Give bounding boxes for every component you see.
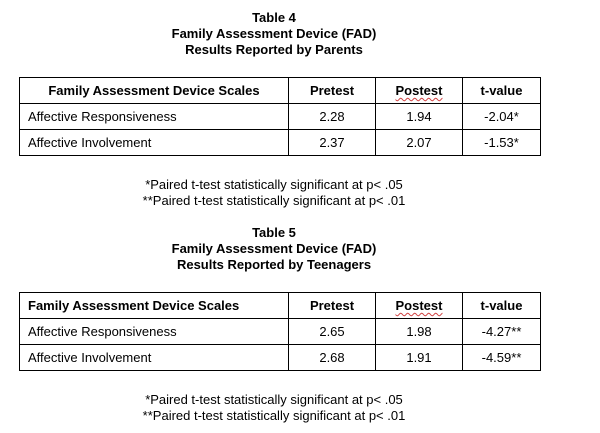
table-row: Affective Responsiveness 2.28 1.94 -2.04… (19, 103, 541, 130)
table5-title: Table 5 (252, 225, 296, 240)
table4-heading: Table 4 Family Assessment Device (FAD) R… (0, 10, 548, 58)
table4-row1-scale: Affective Responsiveness (19, 103, 289, 130)
table5-header-tvalue: t-value (462, 292, 541, 319)
table4-header-tvalue: t-value (462, 77, 541, 104)
table4-header-scales: Family Assessment Device Scales (19, 77, 289, 104)
table5-note-p05: *Paired t-test statistically significant… (145, 392, 403, 407)
table4-row2-postest: 2.07 (375, 129, 463, 156)
table5-heading: Table 5 Family Assessment Device (FAD) R… (0, 225, 548, 273)
table5-row1-postest: 1.98 (375, 318, 463, 345)
table5-row1-tvalue: -4.27** (462, 318, 541, 345)
table5: Family Assessment Device Scales Pretest … (19, 292, 541, 371)
table5-row2-pretest: 2.68 (288, 344, 376, 371)
table-row: Affective Responsiveness 2.65 1.98 -4.27… (19, 318, 541, 345)
table5-row1-pretest: 2.65 (288, 318, 376, 345)
table5-row1-scale: Affective Responsiveness (19, 318, 289, 345)
table5-header-postest-label: Postest (395, 298, 443, 313)
table5-footnotes: *Paired t-test statistically significant… (0, 392, 548, 424)
table5-row2-scale: Affective Involvement (19, 344, 289, 371)
table4-row2-tvalue: -1.53* (462, 129, 541, 156)
table5-subtitle-respondents: Results Reported by Teenagers (176, 257, 372, 272)
table4-subtitle-respondents: Results Reported by Parents (185, 42, 363, 57)
table4-row1-tvalue: -2.04* (462, 103, 541, 130)
table4-title: Table 4 (252, 10, 296, 25)
table4-row1-postest: 1.94 (375, 103, 463, 130)
table4-row2-scale: Affective Involvement (19, 129, 289, 156)
table4-footnotes: *Paired t-test statistically significant… (0, 177, 548, 209)
table4-header-postest-label: Postest (395, 83, 443, 98)
table4-row1-pretest: 2.28 (288, 103, 376, 130)
table5-subtitle-instrument: Family Assessment Device (FAD) (171, 241, 377, 256)
table5-note-p01: **Paired t-test statistically significan… (142, 408, 406, 423)
table4-header-postest: Postest (375, 77, 463, 104)
table5-row2-tvalue: -4.59** (462, 344, 541, 371)
table4-note-p05: *Paired t-test statistically significant… (145, 177, 403, 192)
table5-header-row: Family Assessment Device Scales Pretest … (19, 292, 541, 319)
table4-header-pretest: Pretest (288, 77, 376, 104)
table5-header-scales: Family Assessment Device Scales (19, 292, 289, 319)
table4-subtitle-instrument: Family Assessment Device (FAD) (171, 26, 377, 41)
table4-note-p01: **Paired t-test statistically significan… (142, 193, 406, 208)
table-row: Affective Involvement 2.37 2.07 -1.53* (19, 129, 541, 156)
table5-header-postest: Postest (375, 292, 463, 319)
table4-row2-pretest: 2.37 (288, 129, 376, 156)
table5-row2-postest: 1.91 (375, 344, 463, 371)
table-row: Affective Involvement 2.68 1.91 -4.59** (19, 344, 541, 371)
table4: Family Assessment Device Scales Pretest … (19, 77, 541, 156)
table4-header-row: Family Assessment Device Scales Pretest … (19, 77, 541, 104)
table5-header-pretest: Pretest (288, 292, 376, 319)
